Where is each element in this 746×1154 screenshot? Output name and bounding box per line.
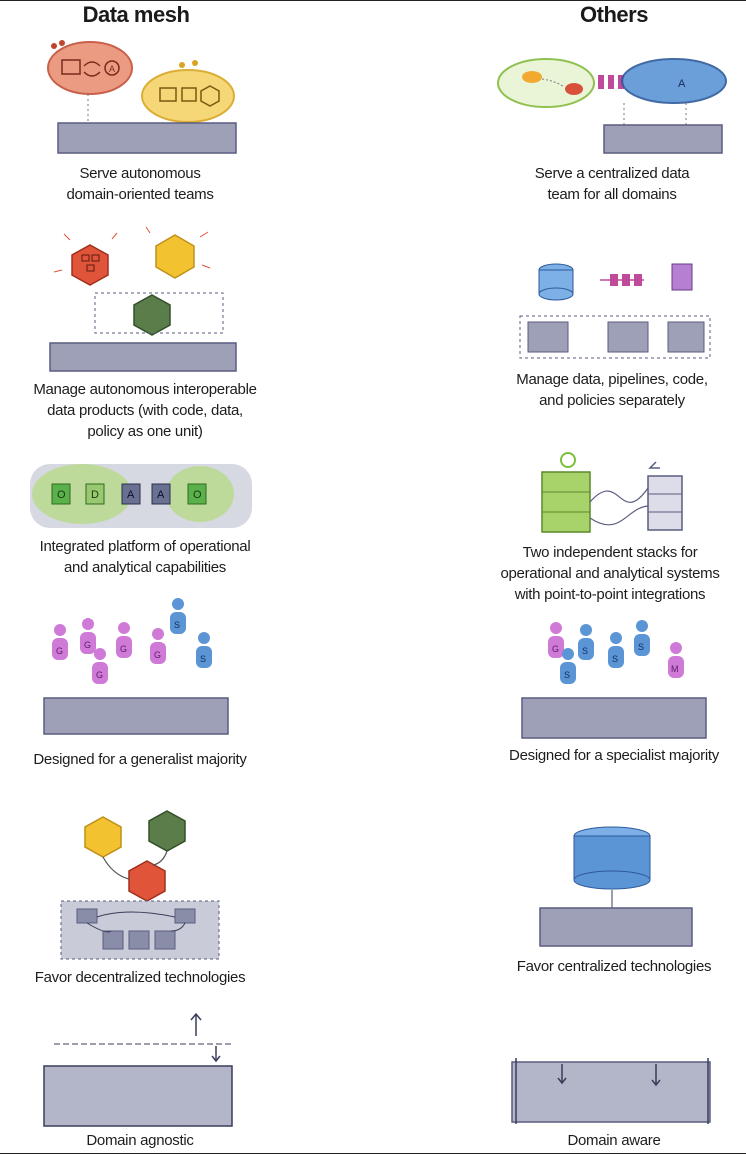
illustration-two-stacks [530,448,700,538]
platform-block [607,321,649,353]
illustration-decentralized-tech [55,805,230,965]
person-icon: S [608,632,624,668]
glyph-a: A [157,489,165,501]
glyph-g: G [56,646,63,656]
illustration-centralized-tech [538,822,698,950]
glyph-o: O [57,489,66,501]
person-icon: S [578,624,594,660]
glyph-a: A [109,64,115,74]
glyph-s: S [174,620,180,630]
caption-two-stacks: Two independent stacks for operational an… [500,544,720,603]
person-icon: G [80,618,96,654]
glyph-g: G [96,670,103,680]
person-icon: S [170,598,186,634]
glyph-a: A [127,489,135,501]
caption-generalist-majority: Designed for a generalist majority [33,751,247,768]
glyph-d: D [91,489,99,501]
platform-bar [57,122,237,154]
glyph-g: G [84,640,91,650]
glyph-g: G [120,644,127,654]
person-icon: S [560,648,576,684]
platform-bar [43,697,229,735]
person-icon: G [52,624,68,660]
glyph-m: M [671,664,679,674]
column-title-data-mesh: Data mesh [82,2,190,27]
caption-domain-aware: Domain aware [567,1132,661,1149]
glyph-s: S [200,654,206,664]
illustration-data-products [40,225,245,375]
illustration-integrated-platform: O D A A O [30,460,255,535]
platform-bar [521,697,707,739]
person-icon: G [548,622,564,658]
platform-bar [539,907,693,947]
glyph-g: G [552,644,559,654]
person-icon: G [150,628,166,664]
person-icon: M [668,642,684,678]
person-icon: S [196,632,212,668]
glyph-s: S [638,642,644,652]
top-border [0,0,746,1]
illustration-centralized-team: A [496,55,736,155]
person-icon: G [92,648,108,684]
glyph-s: S [582,646,588,656]
glyph-o: O [193,489,202,501]
caption-serve-autonomous: Serve autonomous domain-oriented teams [66,165,214,203]
caption-integrated-platform: Integrated platform of operational and an… [39,538,251,576]
glyph-s: S [612,654,618,664]
person-icon: G [116,622,132,658]
caption-serve-centralized: Serve a centralized data team for all dom… [534,165,690,203]
platform-bar [49,342,237,372]
person-icon: S [634,620,650,656]
glyph-a: A [678,78,686,90]
column-title-others: Others [580,2,648,27]
illustration-separate-management [516,258,716,362]
illustration-specialists: G S S S S M [520,618,720,743]
glyph-s: S [564,670,570,680]
glyph-g: G [154,650,161,660]
platform-bar [43,1065,233,1127]
caption-manage-separately: Manage data, pipelines, code, and policie… [516,371,708,409]
platform-block [527,321,569,353]
caption-specialist-majority: Designed for a specialist majority [509,747,719,764]
caption-centralized-tech: Favor centralized technologies [516,958,712,975]
platform-bar [511,1061,711,1123]
illustration-generalists: G G G G G S S [40,598,240,743]
illustration-autonomous-teams: A [40,38,240,158]
illustration-domain-aware [510,1054,720,1126]
illustration-domain-agnostic [40,1012,240,1130]
caption-domain-agnostic: Domain agnostic [86,1132,194,1149]
caption-manage-data-products: Manage autonomous interoperable data prod… [33,381,257,440]
caption-decentralized-tech: Favor decentralized technologies [34,969,246,986]
platform-block [667,321,705,353]
platform-bar [603,124,723,154]
